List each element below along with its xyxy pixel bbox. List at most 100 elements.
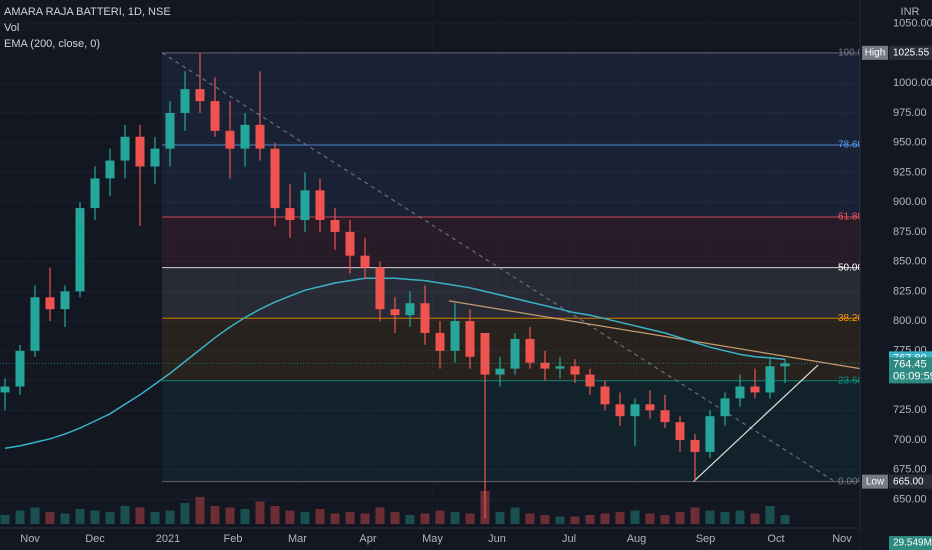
fib-tag: High — [865, 48, 886, 59]
fib-tag-box — [862, 474, 888, 489]
candle-body — [630, 404, 640, 417]
candle-body — [750, 386, 760, 393]
candle-body — [405, 303, 415, 316]
candle-body — [465, 321, 475, 357]
candle-body — [765, 366, 775, 393]
y-tick-label: 1000.00 — [893, 77, 932, 89]
candle-body — [645, 404, 655, 411]
candle-body — [570, 366, 580, 375]
price-axis-panel — [860, 0, 932, 550]
candle-body — [390, 309, 400, 316]
y-tick-label: 650.00 — [893, 493, 927, 505]
y-tick-label: 1050.00 — [893, 18, 932, 30]
y-tick-label: 725.00 — [893, 404, 927, 416]
candle-body — [225, 130, 235, 149]
candle-body — [135, 136, 145, 167]
volume-bar — [540, 515, 550, 524]
x-tick-label: Jun — [488, 533, 506, 545]
candle-body — [780, 363, 790, 367]
y-tick-label: 850.00 — [893, 256, 927, 268]
candle-body — [60, 291, 70, 310]
volume-bar — [210, 506, 220, 524]
volume-bar — [600, 513, 610, 524]
fib-band — [162, 145, 860, 218]
volume-bar — [60, 513, 70, 524]
trendline — [448, 300, 861, 370]
candle-body — [0, 386, 10, 393]
volume-bar — [420, 513, 430, 524]
x-tick-label: Apr — [359, 533, 376, 545]
volume-bar — [705, 510, 715, 524]
volume-bar — [690, 507, 700, 524]
ema-line — [4, 277, 786, 450]
volume-bar — [150, 512, 160, 524]
candle-body — [615, 404, 625, 417]
volume-bar — [15, 510, 25, 524]
volume-bar — [510, 507, 520, 524]
volume-bar — [585, 515, 595, 524]
y-tick-label: 675.00 — [893, 464, 927, 476]
volume-bar — [195, 497, 205, 524]
volume-bar — [555, 516, 565, 524]
candle-body — [75, 208, 85, 292]
volume-bar — [570, 516, 580, 524]
y-tick-label: 875.00 — [893, 226, 927, 238]
volume-bar — [225, 507, 235, 524]
volume-bar — [390, 512, 400, 524]
candle-body — [705, 416, 715, 452]
ema-legend: EMA (200, close, 0) — [4, 38, 100, 50]
volume-bar — [135, 507, 145, 524]
volume-bar — [450, 512, 460, 524]
x-tick-label: Oct — [767, 533, 784, 545]
candle-body — [555, 366, 565, 369]
y-tick-label: 825.00 — [893, 285, 927, 297]
price-tag: 764.45 — [893, 358, 927, 370]
candle-body — [90, 178, 100, 209]
candle-body — [495, 368, 505, 375]
candle-body — [585, 374, 595, 387]
volume-bar — [435, 510, 445, 524]
volume-bar — [645, 513, 655, 524]
volume-bar — [90, 510, 100, 524]
y-tick-label: 950.00 — [893, 137, 927, 149]
volume-bar — [345, 512, 355, 524]
x-tick-label: Dec — [85, 533, 105, 545]
y-tick-label: 975.00 — [893, 107, 927, 119]
candle-body — [15, 350, 25, 387]
volume-bar — [720, 512, 730, 524]
candle-body — [510, 338, 520, 369]
candle-body — [315, 190, 325, 220]
candle-body — [360, 255, 370, 268]
volume-bar — [315, 509, 325, 524]
candle-body — [525, 338, 535, 363]
candle-body — [285, 208, 295, 220]
y-tick-label: 900.00 — [893, 196, 927, 208]
fib-value: 1025.55 — [893, 48, 930, 59]
candle-body — [105, 160, 115, 179]
volume-tag: 29.549M — [893, 538, 932, 549]
candle-body — [300, 190, 310, 220]
x-tick-label: Nov — [832, 533, 852, 545]
fib-tag: Low — [866, 476, 885, 487]
y-tick-label: 800.00 — [893, 315, 927, 327]
volume-bar — [30, 507, 40, 524]
volume-bar — [495, 512, 505, 524]
volume-bar — [375, 507, 385, 524]
candle-body — [255, 124, 265, 149]
volume-bar — [120, 506, 130, 524]
y-tick-label: 700.00 — [893, 434, 927, 446]
candle-body — [435, 332, 445, 351]
volume-bar — [75, 509, 85, 524]
candle-body — [150, 148, 160, 167]
candle-body — [375, 267, 385, 310]
fib-band — [162, 217, 860, 268]
candle-body — [675, 422, 685, 440]
volume-bar — [630, 510, 640, 524]
volume-bar — [255, 501, 265, 524]
volume-bar — [735, 510, 745, 524]
volume-bar — [300, 512, 310, 524]
candle-body — [30, 297, 40, 351]
volume-bar — [750, 513, 760, 524]
